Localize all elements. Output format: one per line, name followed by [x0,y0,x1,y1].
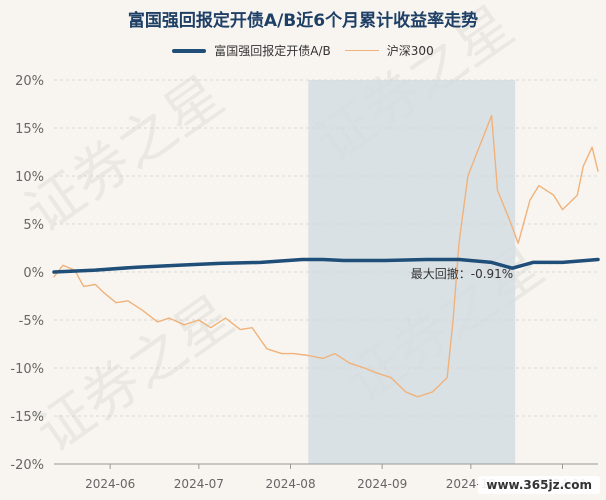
legend-label-fund: 富国强回报定开债A/B [214,44,331,58]
y-tick-label: -10% [10,362,44,377]
x-tick-label: 2024-07 [174,477,224,491]
drawdown-label: 最大回撤：-0.91% [411,266,513,281]
y-tick-label: -20% [10,458,44,473]
legend-item-fund[interactable]: 富国强回报定开债A/B [172,42,331,59]
y-tick-label: 5% [23,218,44,233]
y-tick-label: 20% [15,74,44,89]
legend-label-index: 沪深300 [386,44,434,58]
x-tick-label: 2024-08 [265,477,315,491]
legend-item-index[interactable]: 沪深300 [344,42,434,59]
y-tick-label: 10% [15,170,44,185]
site-badge: www.365jz.com [478,476,600,494]
series-line-fund [52,257,600,274]
y-tick-label: 0% [23,266,44,281]
legend-swatch-fund [172,48,207,53]
y-tick-label: 15% [15,122,44,137]
series-line-hs300 [53,114,599,398]
chart-title: 富国强回报定开债A/B近6个月累计收益率走势 [127,11,479,31]
legend-swatch-index [344,49,379,52]
chart-legend: 富国强回报定开债A/B 沪深300 [0,42,606,59]
y-tick-label: -15% [10,410,44,425]
x-tick-label: 2024-09 [357,477,407,491]
y-tick-label: -5% [19,314,44,329]
x-tick-label: 2024-06 [85,477,135,491]
